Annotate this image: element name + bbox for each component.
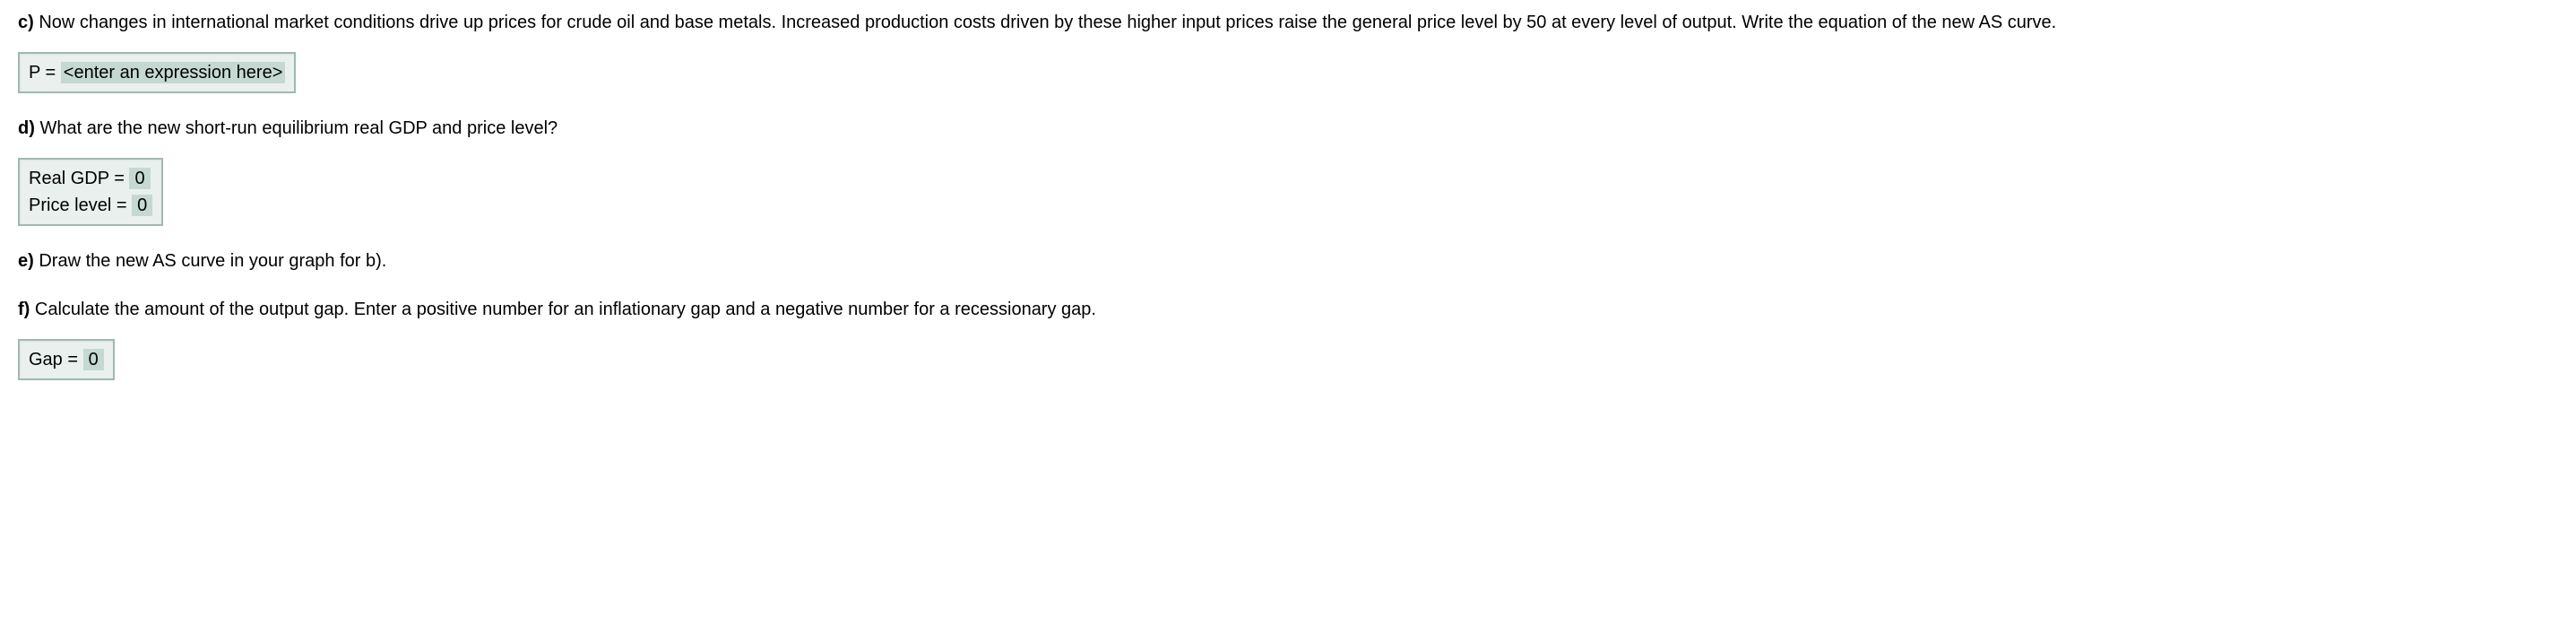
question-text-f: f) Calculate the amount of the output ga… — [18, 296, 2558, 323]
part-label-e: e) — [18, 251, 34, 271]
part-label-c: c) — [18, 13, 34, 32]
answer-box-d: Real GDP = 0 Price level = 0 — [18, 158, 163, 226]
part-body-f: Calculate the amount of the output gap. … — [35, 300, 1096, 319]
answer-box-f: Gap = 0 — [18, 339, 115, 380]
question-text-c: c) Now changes in international market c… — [18, 9, 2558, 36]
expression-input-c[interactable]: <enter an expression here> — [61, 62, 286, 83]
answer-box-c: P = <enter an expression here> — [18, 52, 296, 93]
part-label-d: d) — [18, 118, 35, 138]
part-label-f: f) — [18, 300, 30, 319]
price-level-input[interactable]: 0 — [132, 195, 152, 216]
input-prefix-c: P = — [29, 63, 61, 83]
part-body-e: Draw the new AS curve in your graph for … — [39, 251, 386, 271]
question-text-e: e) Draw the new AS curve in your graph f… — [18, 248, 2558, 274]
gap-input[interactable]: 0 — [83, 349, 104, 370]
question-part-d: d) What are the new short-run equilibriu… — [18, 115, 2558, 226]
price-level-label: Price level = — [29, 196, 132, 215]
real-gdp-input[interactable]: 0 — [129, 168, 150, 189]
real-gdp-label: Real GDP = — [29, 169, 129, 188]
question-part-f: f) Calculate the amount of the output ga… — [18, 296, 2558, 380]
question-part-e: e) Draw the new AS curve in your graph f… — [18, 248, 2558, 274]
question-text-d: d) What are the new short-run equilibriu… — [18, 115, 2558, 142]
part-body-d: What are the new short-run equilibrium r… — [39, 118, 558, 138]
question-part-c: c) Now changes in international market c… — [18, 9, 2558, 93]
gap-prefix: Gap = — [29, 350, 83, 369]
part-body-c: Now changes in international market cond… — [39, 13, 2056, 32]
